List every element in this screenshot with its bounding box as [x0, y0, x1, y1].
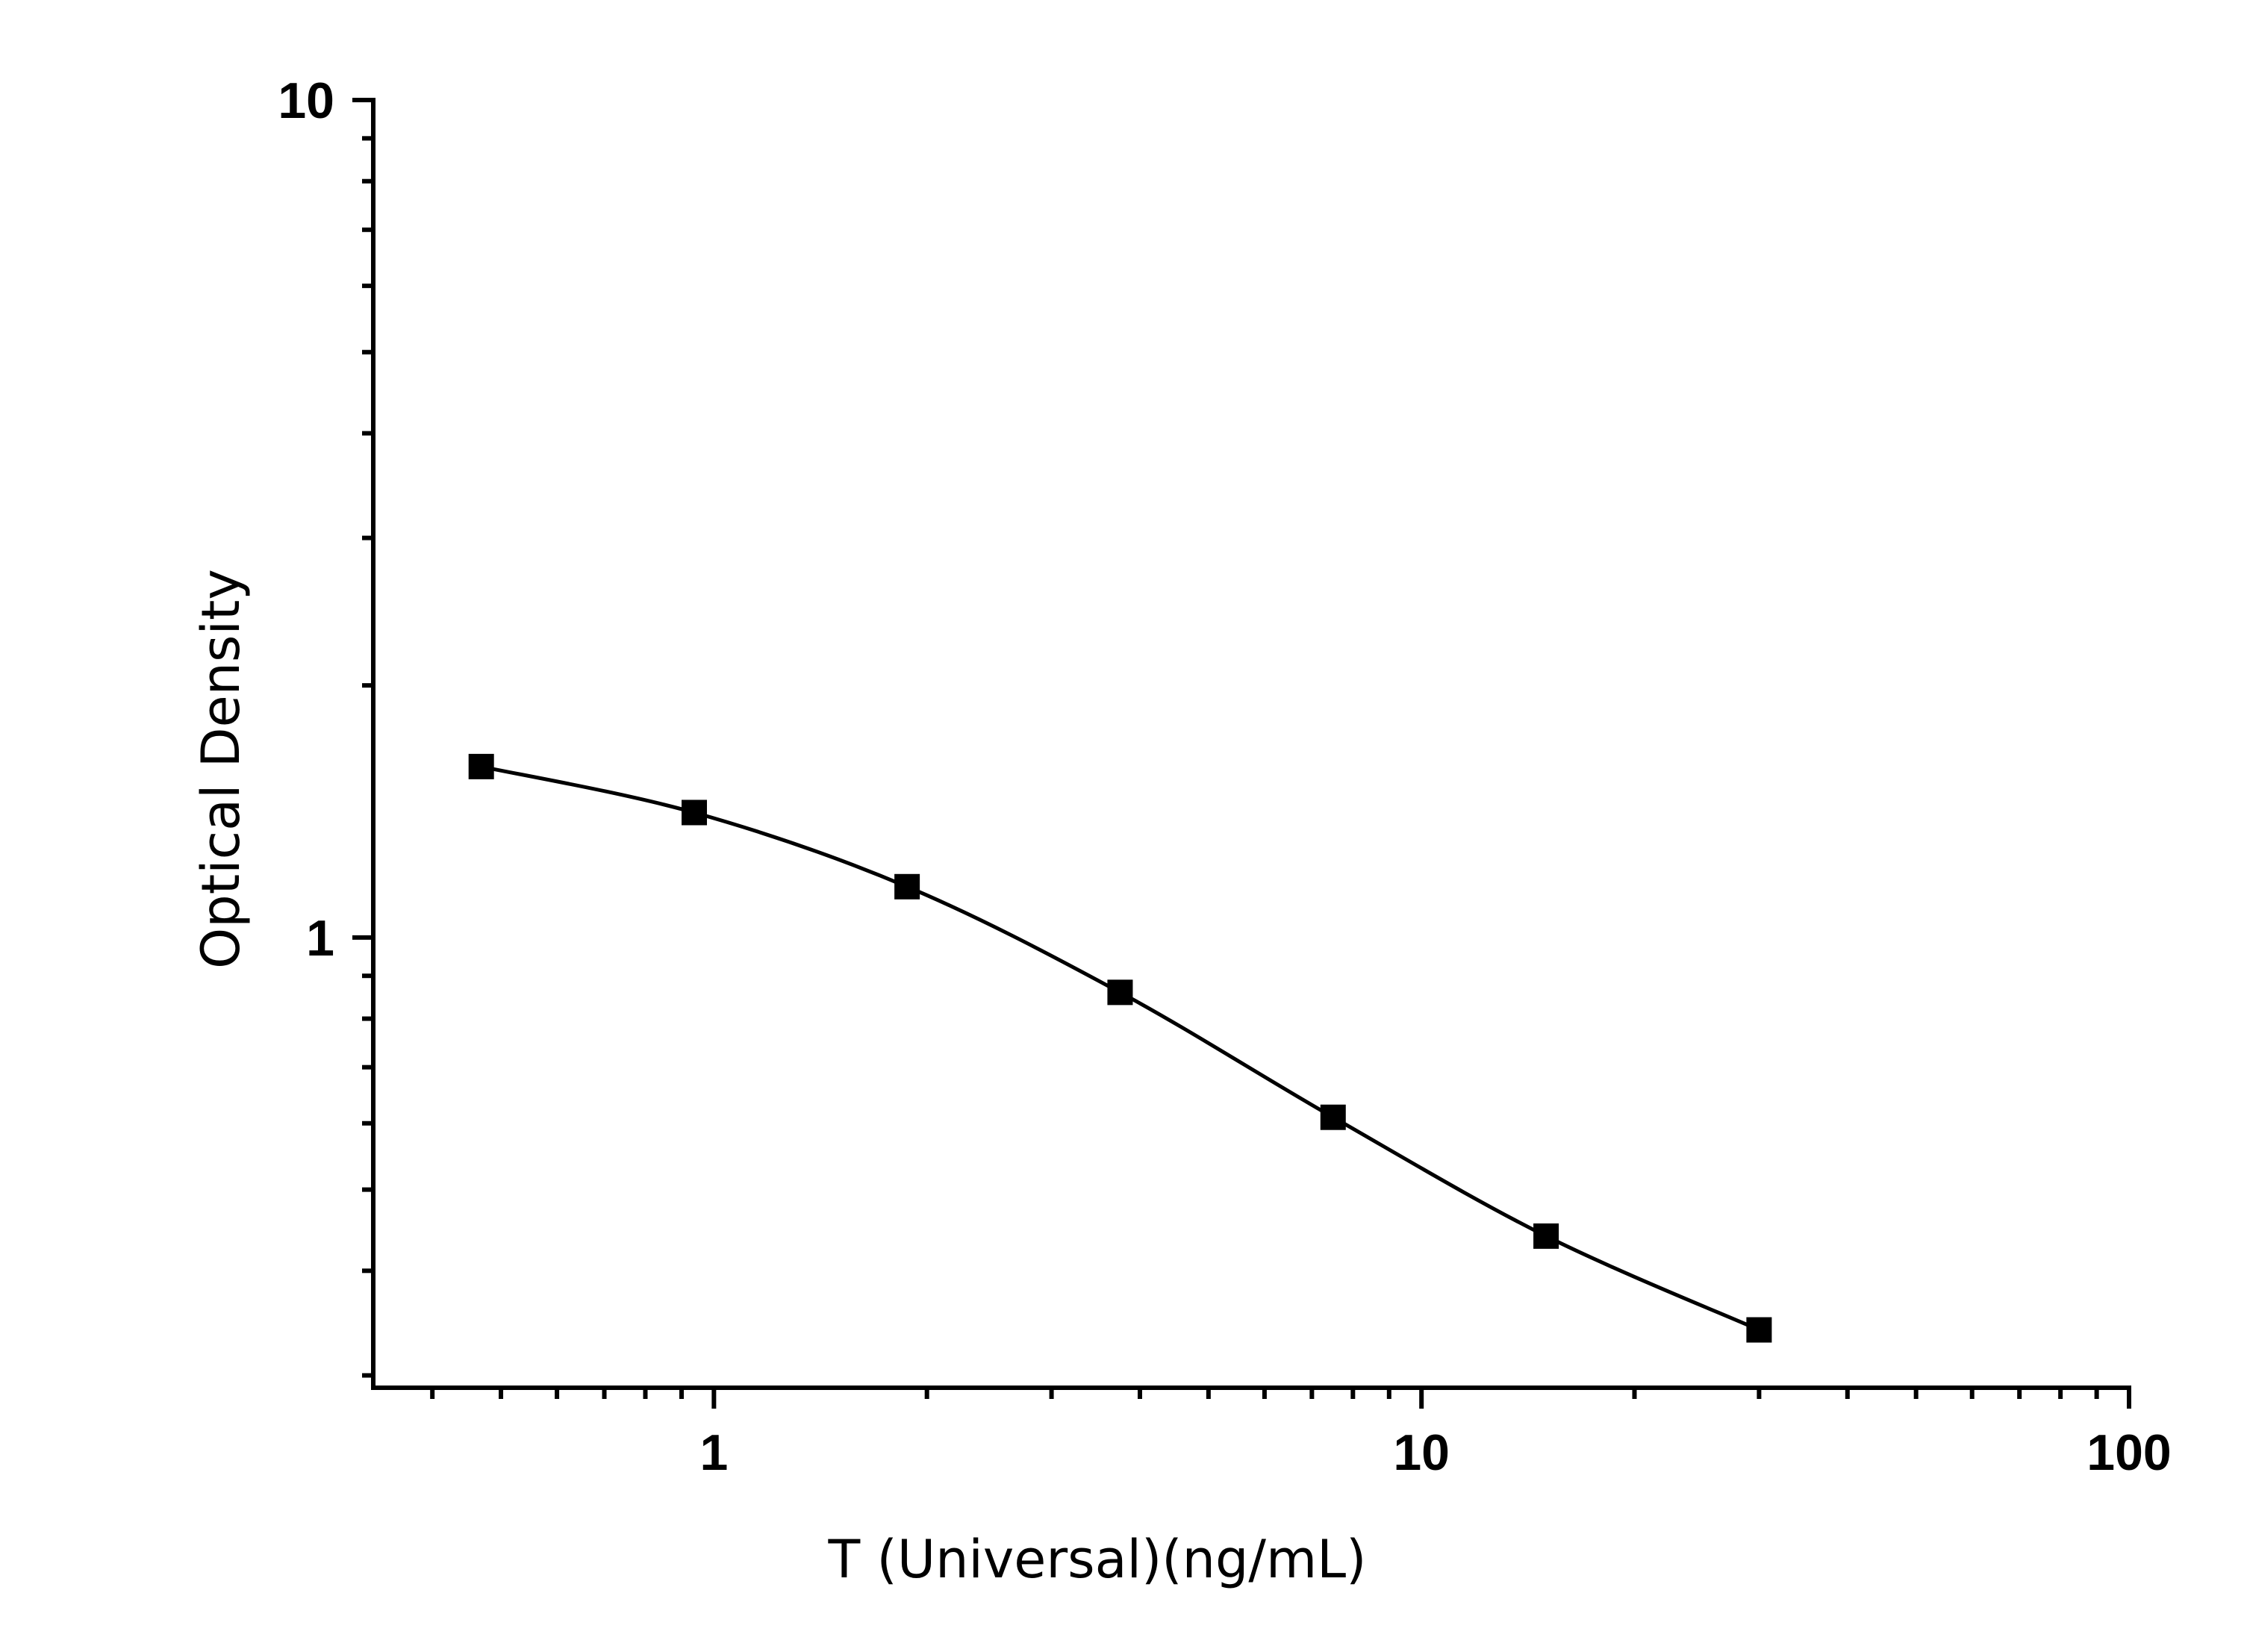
axes: [371, 98, 2131, 1390]
y-tick-labels: 1 10: [278, 72, 334, 967]
fit-curve: [481, 764, 1760, 1332]
data-point: [894, 873, 920, 900]
y-tick-label: 1: [306, 910, 334, 967]
data-point: [1533, 1223, 1559, 1249]
x-axis-title: T (Universal)(ng/mL): [828, 1529, 1367, 1590]
data-point: [1320, 1104, 1346, 1130]
x-tick-label: 1: [699, 1424, 728, 1481]
x-tick-label: 100: [2086, 1424, 2171, 1481]
x-tick-label: 10: [1393, 1424, 1450, 1481]
data-point: [682, 799, 708, 826]
data-point: [1746, 1317, 1772, 1343]
y-tick-label: 10: [278, 72, 334, 129]
data-point: [1107, 979, 1133, 1006]
data-point: [468, 753, 494, 779]
y-axis-title: Optical Density: [190, 569, 252, 969]
x-tick-labels: 1 10 100: [699, 1424, 2171, 1481]
data-points: [468, 753, 1772, 1343]
x-ticks: [430, 1388, 2131, 1409]
y-ticks: [352, 98, 373, 1378]
